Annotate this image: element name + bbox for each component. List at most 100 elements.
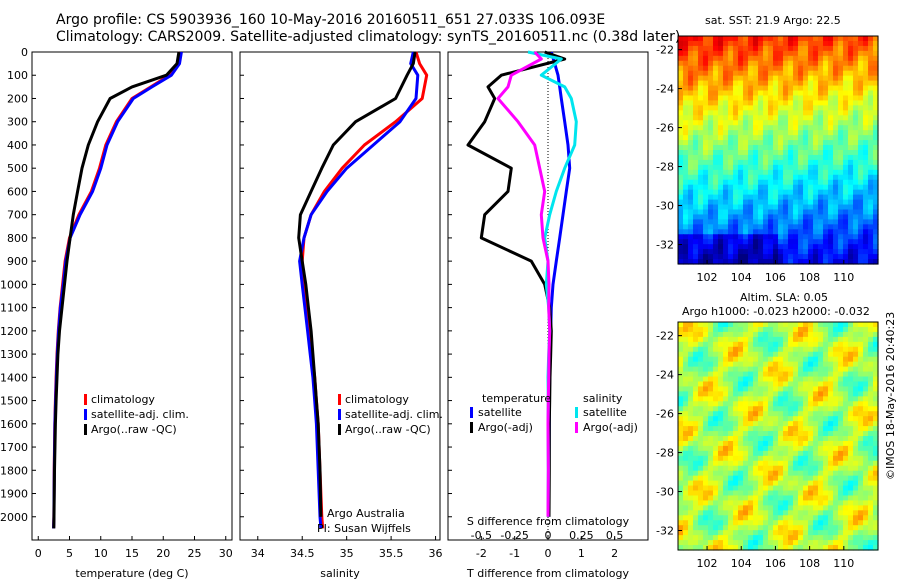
heatmap-cell bbox=[718, 70, 724, 77]
heatmap-cell bbox=[748, 75, 754, 82]
heatmap-cell bbox=[773, 100, 779, 106]
heatmap-cell bbox=[703, 110, 709, 116]
heatmap-cell bbox=[698, 346, 704, 353]
heatmap-cell bbox=[678, 120, 684, 126]
heatmap-cell bbox=[808, 164, 814, 171]
heatmap-cell bbox=[778, 50, 784, 57]
heatmap-cell bbox=[688, 85, 694, 92]
depth-tick-label: 1900 bbox=[0, 488, 28, 501]
heatmap-cell bbox=[733, 426, 739, 432]
heatmap-cell bbox=[763, 55, 769, 62]
heatmap-cell bbox=[823, 40, 829, 47]
heatmap-cell bbox=[688, 45, 694, 52]
heatmap-cell bbox=[713, 391, 719, 397]
heatmap-cell bbox=[753, 164, 759, 171]
heatmap-cell bbox=[858, 520, 864, 526]
heatmap-cell bbox=[803, 465, 809, 472]
heatmap-cell bbox=[838, 249, 844, 255]
heatmap-cell bbox=[788, 391, 794, 397]
heatmap-cell bbox=[683, 259, 689, 265]
heatmap-cell bbox=[703, 465, 709, 472]
heatmap-cell bbox=[773, 331, 779, 338]
heatmap-cell bbox=[743, 204, 749, 211]
heatmap-cell bbox=[783, 259, 789, 265]
heatmap-cell bbox=[678, 239, 684, 245]
heatmap-cell bbox=[858, 406, 864, 412]
heatmap-cell bbox=[753, 204, 759, 211]
heatmap-cell bbox=[703, 36, 709, 42]
heatmap-cell bbox=[863, 179, 869, 186]
heatmap-cell bbox=[808, 440, 814, 447]
heatmap-cell bbox=[798, 520, 804, 526]
heatmap-cell bbox=[863, 55, 869, 62]
depth-tick-label: 1800 bbox=[0, 464, 28, 477]
heatmap-cell bbox=[753, 515, 759, 521]
heatmap-cell bbox=[683, 65, 689, 72]
heatmap-cell bbox=[733, 70, 739, 77]
heatmap-cell bbox=[853, 105, 859, 111]
heatmap-cell bbox=[778, 440, 784, 447]
heatmap-cell bbox=[718, 426, 724, 432]
heatmap-cell bbox=[763, 421, 769, 427]
heatmap-cell bbox=[873, 199, 879, 206]
heatmap-cell bbox=[778, 169, 784, 176]
heatmap-cell bbox=[693, 401, 699, 407]
heatmap-cell bbox=[758, 75, 764, 82]
heatmap-cell bbox=[763, 495, 769, 502]
heatmap-cell bbox=[818, 326, 824, 333]
heatmap-cell bbox=[718, 55, 724, 62]
heatmap-cell bbox=[678, 224, 684, 230]
heatmap-cell bbox=[748, 249, 754, 255]
heatmap-cell bbox=[693, 249, 699, 255]
heatmap-cell bbox=[833, 105, 839, 111]
heatmap-cell bbox=[863, 214, 869, 220]
heatmap-cell bbox=[823, 154, 829, 161]
heatmap-cell bbox=[858, 224, 864, 230]
heatmap-cell bbox=[788, 189, 794, 196]
heatmap-cell bbox=[763, 331, 769, 338]
heatmap-cell bbox=[728, 421, 734, 427]
heatmap-cell bbox=[808, 520, 814, 526]
heatmap-cell bbox=[728, 140, 734, 146]
heatmap-cell bbox=[703, 234, 709, 240]
heatmap-cell bbox=[868, 164, 874, 171]
heatmap-cell bbox=[848, 510, 854, 516]
heatmap-cell bbox=[818, 105, 824, 111]
heatmap-cell bbox=[698, 416, 704, 422]
heatmap-cell bbox=[858, 234, 864, 240]
heatmap-cell bbox=[818, 50, 824, 57]
heatmap-cell bbox=[828, 60, 834, 67]
heatmap-cell bbox=[703, 85, 709, 92]
heatmap-cell bbox=[743, 80, 749, 87]
heatmap-cell bbox=[808, 411, 814, 417]
heatmap-cell bbox=[753, 110, 759, 116]
heatmap-cell bbox=[858, 145, 864, 151]
heatmap-cell bbox=[773, 214, 779, 220]
heatmap-cell bbox=[773, 495, 779, 502]
heatmap-cell bbox=[738, 179, 744, 186]
heatmap-cell bbox=[793, 421, 799, 427]
heatmap-cell bbox=[773, 174, 779, 181]
heatmap-cell bbox=[693, 110, 699, 116]
heatmap-cell bbox=[728, 490, 734, 497]
heatmap-cell bbox=[703, 426, 709, 432]
heatmap-cell bbox=[798, 184, 804, 191]
heatmap-cell bbox=[868, 376, 874, 383]
heatmap-cell bbox=[753, 100, 759, 106]
heatmap-cell bbox=[683, 125, 689, 131]
heatmap-cell bbox=[693, 445, 699, 452]
heatmap-cell bbox=[678, 214, 684, 220]
heatmap-cell bbox=[848, 234, 854, 240]
heatmap-cell bbox=[733, 490, 739, 497]
heatmap-cell bbox=[828, 520, 834, 526]
heatmap-cell bbox=[823, 436, 829, 442]
heatmap-cell bbox=[688, 36, 694, 42]
heatmap-cell bbox=[723, 371, 729, 378]
heatmap-cell bbox=[873, 386, 879, 392]
heatmap-cell bbox=[683, 150, 689, 156]
heatmap-cell bbox=[743, 130, 749, 136]
heatmap-cell bbox=[723, 341, 729, 348]
heatmap-cell bbox=[838, 495, 844, 502]
heatmap-cell bbox=[803, 90, 809, 97]
heatmap-cell bbox=[828, 105, 834, 111]
